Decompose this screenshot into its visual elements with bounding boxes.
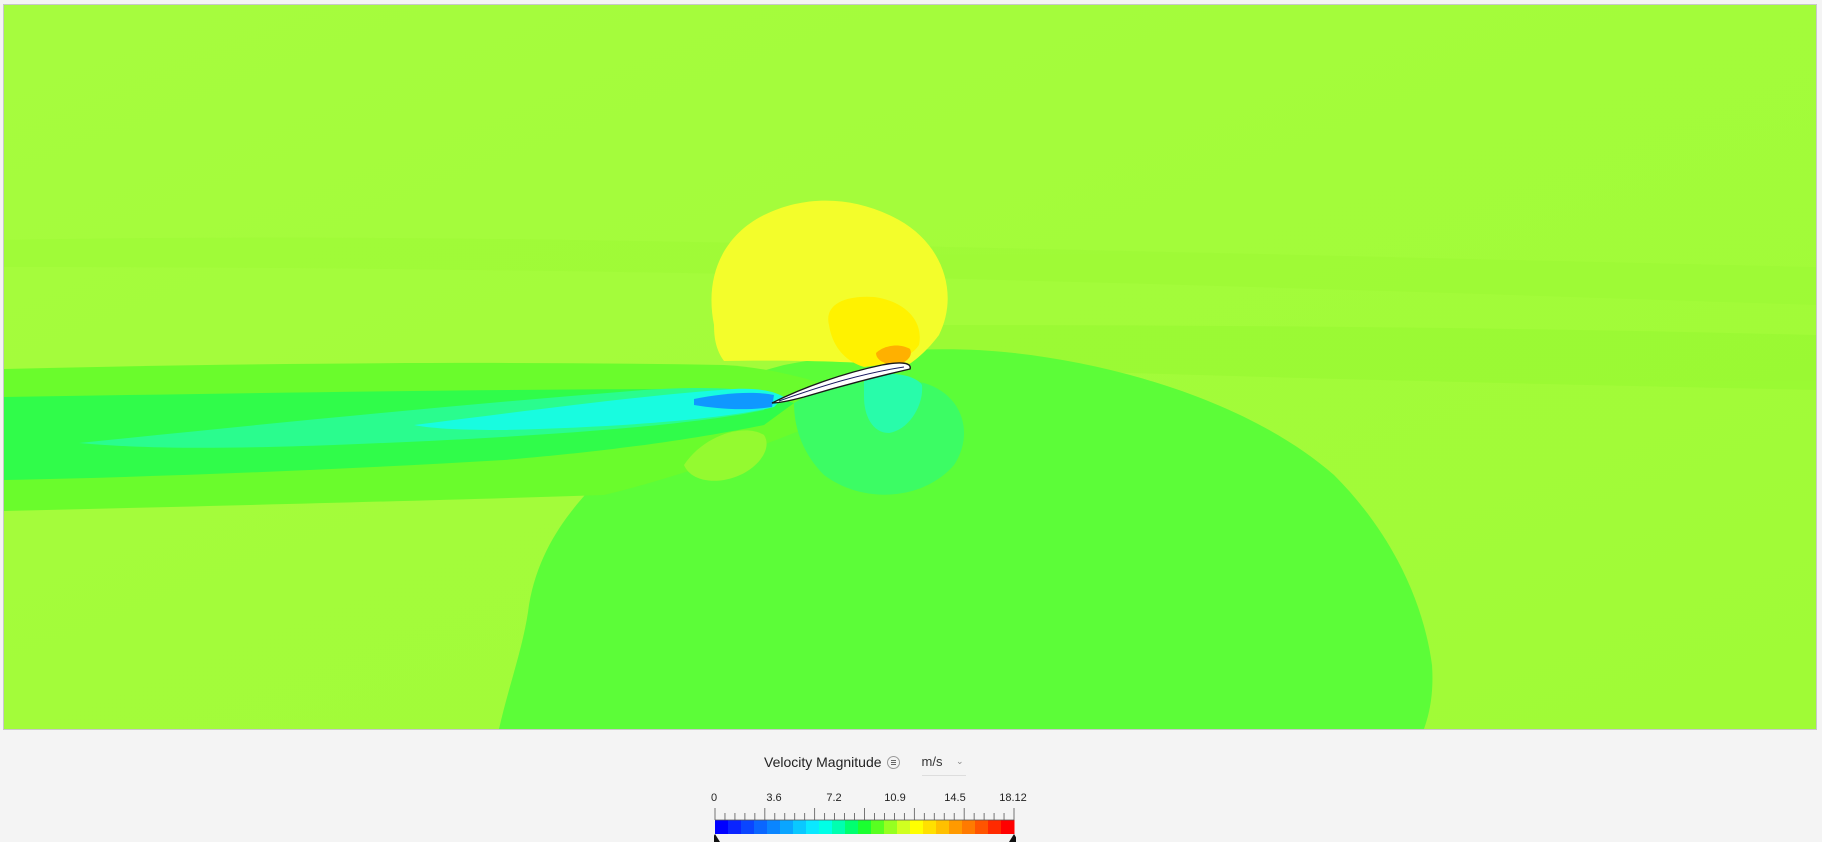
colorbar-swatch <box>806 820 820 834</box>
colorbar-swatch <box>793 820 807 834</box>
menu-lines-icon[interactable] <box>886 755 900 769</box>
colorbar-graphic <box>714 808 1016 842</box>
colorbar-tick-label: 14.5 <box>944 792 966 804</box>
range-min-handle[interactable] <box>714 834 720 842</box>
colorbar-swatch <box>728 820 742 834</box>
colorbar-tick-label: 7.2 <box>826 792 842 804</box>
colorbar-swatch <box>949 820 963 834</box>
colorbar-swatch <box>741 820 755 834</box>
trailing-lobe <box>684 430 767 481</box>
colorbar-swatch <box>1001 820 1015 834</box>
simulation-viewport[interactable] <box>3 4 1817 730</box>
colorbar: 0 3.6 7.2 10.9 14.5 18.12 <box>710 792 1027 842</box>
colorbar-swatch <box>715 820 729 834</box>
velocity-contour-plot <box>4 5 1816 729</box>
suction-peak <box>876 345 911 365</box>
colorbar-swatch <box>858 820 872 834</box>
colorbar-swatch <box>832 820 846 834</box>
colorbar-swatch <box>780 820 794 834</box>
colorbar-swatch <box>923 820 937 834</box>
wake-cyan <box>414 388 784 430</box>
colorbar-swatch <box>910 820 924 834</box>
range-max-handle[interactable] <box>1009 834 1016 842</box>
legend-header: Velocity Magnitude m/s ⌄ <box>750 748 966 776</box>
pressure-side-region <box>794 380 964 495</box>
colorbar-swatch <box>988 820 1002 834</box>
colorbar-swatch <box>884 820 898 834</box>
colorbar-swatch <box>767 820 781 834</box>
pressure-side-core <box>864 373 923 433</box>
airfoil-camber-line <box>778 366 905 402</box>
colorbar-tick-label: 18.12 <box>999 792 1027 804</box>
colorbar-tick-label: 3.6 <box>766 792 782 804</box>
airfoil <box>771 362 911 404</box>
colorbar-swatch <box>754 820 768 834</box>
unit-select[interactable]: m/s ⌄ <box>921 749 966 776</box>
wake-core <box>694 392 774 410</box>
colorbar-swatch <box>819 820 833 834</box>
colorbar-swatch <box>975 820 989 834</box>
chevron-down-icon: ⌄ <box>955 756 964 766</box>
colorbar-tick-label: 10.9 <box>884 792 906 804</box>
colorbar-tick-label: 0 <box>710 792 718 804</box>
legend-title: Velocity Magnitude <box>764 754 882 770</box>
colorbar-swatch <box>845 820 859 834</box>
colorbar-swatch <box>897 820 911 834</box>
colorbar-swatch <box>936 820 950 834</box>
colorbar-swatch <box>871 820 885 834</box>
colorbar-swatch <box>962 820 976 834</box>
unit-label: m/s <box>921 754 943 769</box>
